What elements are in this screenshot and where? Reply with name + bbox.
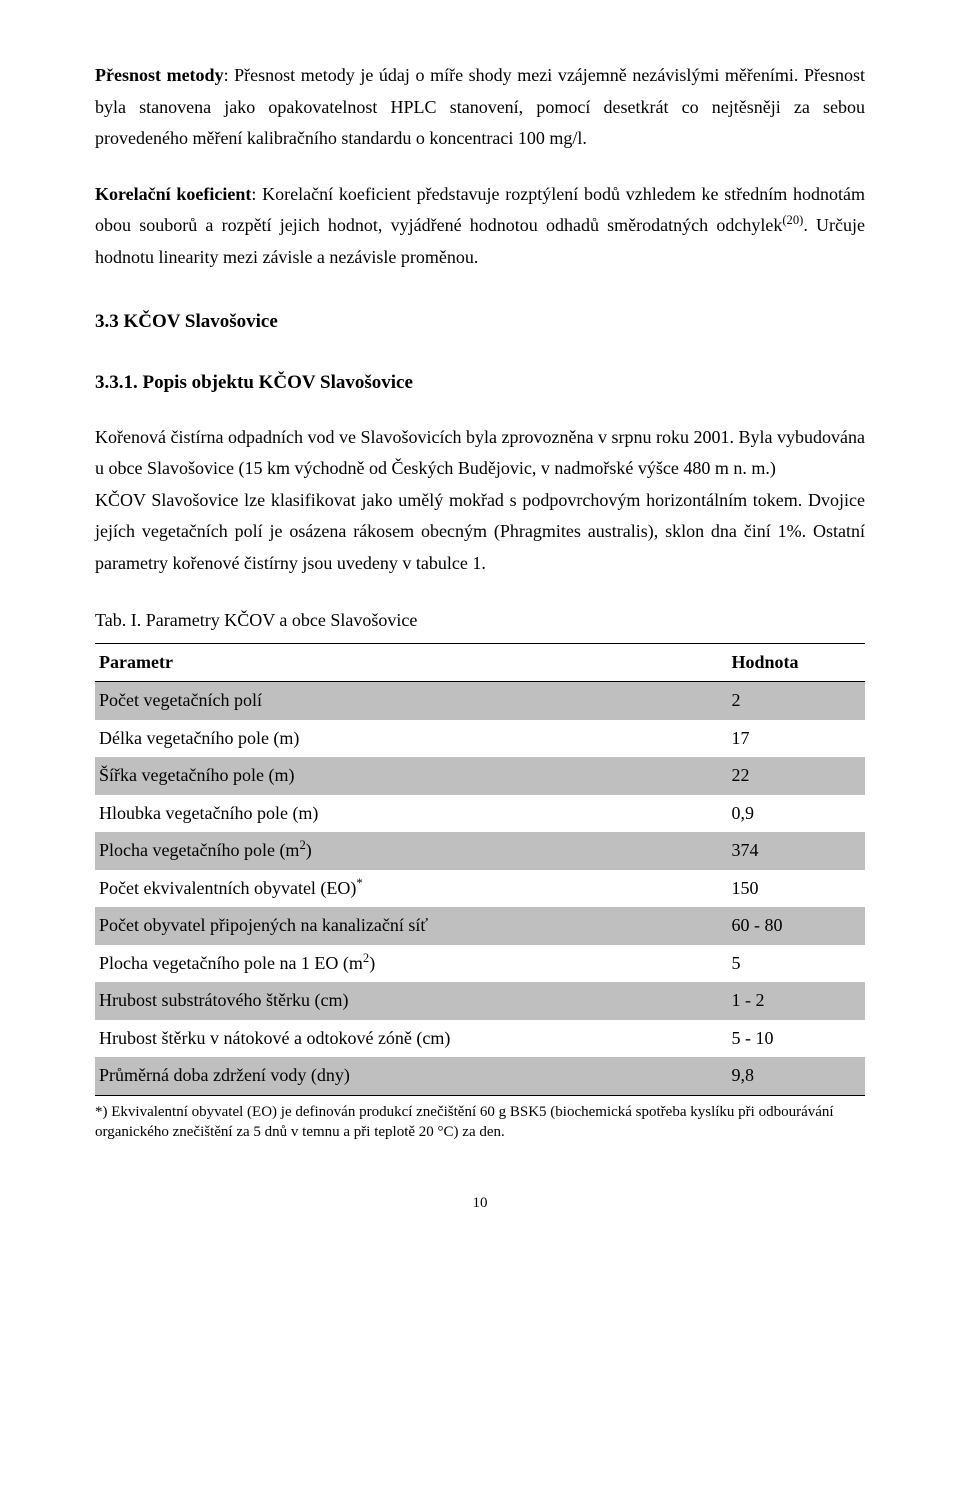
table-row: Šířka vegetačního pole (m)22 xyxy=(95,757,865,795)
page-number: 10 xyxy=(95,1190,865,1216)
param-cell: Šířka vegetačního pole (m) xyxy=(95,757,727,795)
value-cell: 9,8 xyxy=(727,1057,865,1095)
param-cell: Počet obyvatel připojených na kanalizačn… xyxy=(95,907,727,945)
col-header-param: Parametr xyxy=(95,643,727,682)
value-cell: 150 xyxy=(727,870,865,908)
paragraph-presnost: Přesnost metody: Přesnost metody je údaj… xyxy=(95,60,865,155)
term-presnost: Přesnost metody xyxy=(95,65,224,85)
table-row: Plocha vegetačního pole na 1 EO (m2)5 xyxy=(95,945,865,983)
param-cell: Plocha vegetačního pole (m2) xyxy=(95,832,727,870)
value-cell: 1 - 2 xyxy=(727,982,865,1020)
value-cell: 22 xyxy=(727,757,865,795)
table-row: Průměrná doba zdržení vody (dny)9,8 xyxy=(95,1057,865,1095)
table-row: Počet vegetačních polí2 xyxy=(95,682,865,720)
table-row: Počet obyvatel připojených na kanalizačn… xyxy=(95,907,865,945)
table-row: Hrubost štěrku v nátokové a odtokové zón… xyxy=(95,1020,865,1058)
table-header-row: Parametr Hodnota xyxy=(95,643,865,682)
section-heading: 3.3 KČOV Slavošovice xyxy=(95,305,865,338)
value-cell: 5 xyxy=(727,945,865,983)
paragraph-popis-1: Kořenová čistírna odpadních vod ve Slavo… xyxy=(95,422,865,485)
col-header-value: Hodnota xyxy=(727,643,865,682)
table-footnote: *) Ekvivalentní obyvatel (EO) je definov… xyxy=(95,1102,865,1143)
paragraph-korelacni: Korelační koeficient: Korelační koeficie… xyxy=(95,179,865,274)
table-row: Hloubka vegetačního pole (m)0,9 xyxy=(95,795,865,833)
table-row: Počet ekvivalentních obyvatel (EO)*150 xyxy=(95,870,865,908)
param-cell: Délka vegetačního pole (m) xyxy=(95,720,727,758)
table-caption: Tab. I. Parametry KČOV a obce Slavošovic… xyxy=(95,605,865,637)
param-cell: Hrubost štěrku v nátokové a odtokové zón… xyxy=(95,1020,727,1058)
param-cell: Plocha vegetačního pole na 1 EO (m2) xyxy=(95,945,727,983)
value-cell: 5 - 10 xyxy=(727,1020,865,1058)
value-cell: 0,9 xyxy=(727,795,865,833)
table-row: Plocha vegetačního pole (m2)374 xyxy=(95,832,865,870)
param-cell: Průměrná doba zdržení vody (dny) xyxy=(95,1057,727,1095)
table-row: Délka vegetačního pole (m)17 xyxy=(95,720,865,758)
citation-ref: (20) xyxy=(782,213,803,227)
value-cell: 17 xyxy=(727,720,865,758)
param-cell: Počet vegetačních polí xyxy=(95,682,727,720)
param-cell: Počet ekvivalentních obyvatel (EO)* xyxy=(95,870,727,908)
param-cell: Hrubost substrátového štěrku (cm) xyxy=(95,982,727,1020)
value-cell: 374 xyxy=(727,832,865,870)
param-cell: Hloubka vegetačního pole (m) xyxy=(95,795,727,833)
params-table: Parametr Hodnota Počet vegetačních polí2… xyxy=(95,643,865,1096)
term-korelacni: Korelační koeficient xyxy=(95,184,251,204)
value-cell: 60 - 80 xyxy=(727,907,865,945)
table-row: Hrubost substrátového štěrku (cm)1 - 2 xyxy=(95,982,865,1020)
subsection-heading: 3.3.1. Popis objektu KČOV Slavošovice xyxy=(95,366,865,399)
value-cell: 2 xyxy=(727,682,865,720)
paragraph-popis-2: KČOV Slavošovice lze klasifikovat jako u… xyxy=(95,485,865,580)
